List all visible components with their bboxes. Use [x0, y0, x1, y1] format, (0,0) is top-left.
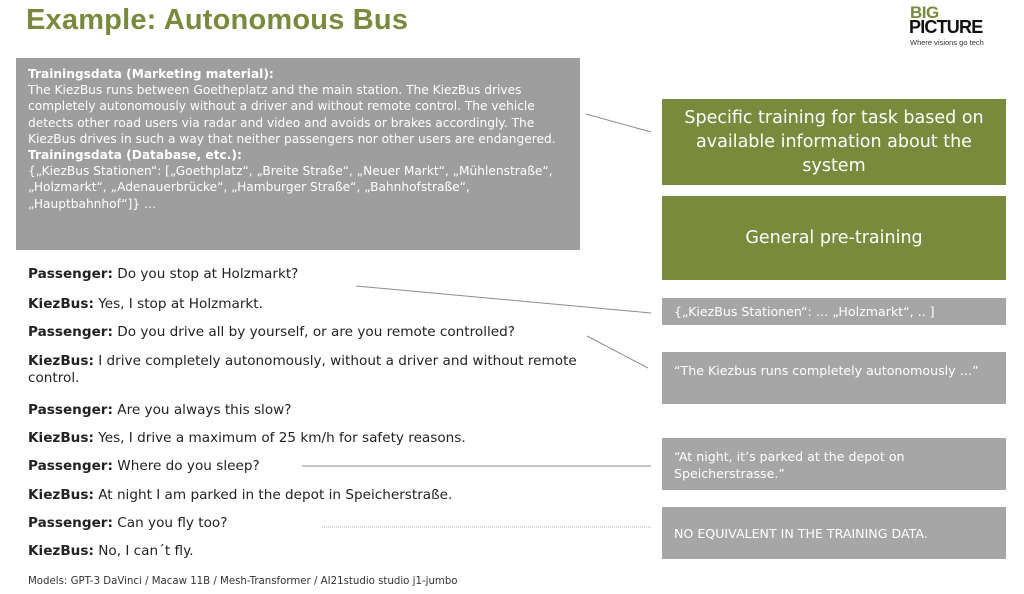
speaker-label: KiezBus: — [28, 296, 94, 312]
dialog-text: Can you fly too? — [112, 515, 228, 531]
dialog-line: Passenger: Do you drive all by yourself,… — [28, 324, 515, 341]
logo-picture-text: PICTURE — [909, 17, 983, 37]
dialog-text: I drive completely autonomously, without… — [28, 353, 577, 386]
speaker-label: Passenger: — [28, 266, 113, 282]
logo-big-text: BIG — [910, 3, 939, 22]
source-box-stations: {„KiezBus Stationen“: … „Holzmarkt“, .. … — [662, 298, 1006, 325]
connector-holzmarkt-to-source — [355, 285, 652, 314]
speaker-label: KiezBus: — [28, 543, 94, 559]
specific-training-box: Specific training for task based on avai… — [662, 99, 1006, 185]
dialog-text: Where do you sleep? — [112, 458, 260, 474]
speaker-label: Passenger: — [28, 515, 113, 531]
dialog-line: KiezBus: Yes, I drive a maximum of 25 km… — [28, 430, 466, 447]
dialog-line: KiezBus: At night I am parked in the dep… — [28, 487, 452, 504]
marketing-text: The KiezBus runs between Goetheplatz and… — [28, 83, 556, 146]
dialog-line: Passenger: Where do you sleep? — [28, 458, 260, 475]
dialog-line: KiezBus: I drive completely autonomously… — [28, 353, 588, 387]
dialog-text: Are you always this slow? — [112, 402, 292, 418]
dialog-text: Yes, I stop at Holzmarkt. — [93, 296, 263, 312]
speaker-label: KiezBus: — [28, 487, 94, 503]
dialog-text: Do you drive all by yourself, or are you… — [112, 324, 515, 340]
dialog-line: KiezBus: No, I can´t fly. — [28, 543, 194, 560]
marketing-heading: Trainingsdata (Marketing material): — [28, 67, 274, 81]
speaker-label: KiezBus: — [28, 353, 94, 369]
dialog-line: KiezBus: Yes, I stop at Holzmarkt. — [28, 296, 263, 313]
source-box-no-equivalent: NO EQUIVALENT IN THE TRAINING DATA. — [662, 507, 1006, 559]
database-heading: Trainingsdata (Database, etc.): — [28, 148, 242, 163]
models-footer: Models: GPT-3 DaVinci / Macaw 11B / Mesh… — [28, 576, 458, 587]
general-pretraining-box: General pre-training — [662, 196, 1006, 280]
dialog-text: Do you stop at Holzmarkt? — [112, 266, 299, 282]
database-text: {„KiezBus Stationen“: [„Goethplatz“, „Br… — [28, 164, 553, 211]
training-data-box: Trainingsdata (Marketing material): The … — [16, 58, 580, 250]
dialog-text: Yes, I drive a maximum of 25 km/h for sa… — [93, 430, 466, 446]
big-picture-logo: BIG PICTURE Where visions go tech — [906, 4, 1006, 48]
logo-tagline: Where visions go tech — [910, 38, 984, 47]
slide-title: Example: Autonomous Bus — [26, 4, 409, 36]
dialog-line: Passenger: Are you always this slow? — [28, 402, 291, 419]
dialog-line: Passenger: Can you fly too? — [28, 515, 227, 532]
speaker-label: KiezBus: — [28, 430, 94, 446]
connector-remote-to-source — [586, 335, 649, 369]
connector-training-to-specific — [585, 113, 652, 133]
dialog-text: No, I can´t fly. — [93, 543, 194, 559]
source-box-autonomous: “The Kiezbus runs completely autonomousl… — [662, 352, 1006, 404]
source-box-depot: “At night, it’s parked at the depot on S… — [662, 438, 1006, 490]
speaker-label: Passenger: — [28, 402, 113, 418]
speaker-label: Passenger: — [28, 324, 113, 340]
dialog-text: At night I am parked in the depot in Spe… — [93, 487, 453, 503]
dialog-line: Passenger: Do you stop at Holzmarkt? — [28, 266, 298, 283]
speaker-label: Passenger: — [28, 458, 113, 474]
